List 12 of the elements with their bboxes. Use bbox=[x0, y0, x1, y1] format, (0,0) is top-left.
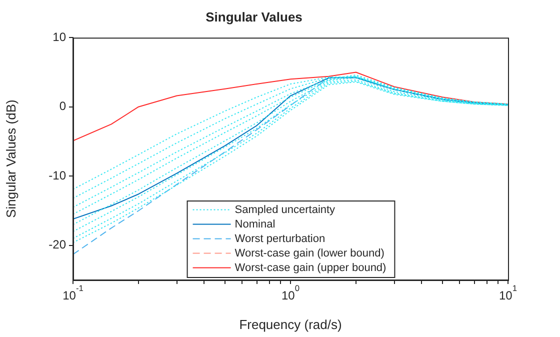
legend-label: Worst perturbation bbox=[234, 232, 326, 245]
legend-label: Worst-case gain (upper bound) bbox=[234, 262, 386, 274]
legend-label: Nominal bbox=[234, 218, 276, 230]
x-axis-title: Frequency (rad/s) bbox=[239, 316, 342, 332]
legend-label: Sampled uncertainty bbox=[234, 204, 336, 216]
y-tick-label: -20 bbox=[48, 238, 66, 252]
y-tick-label: 0 bbox=[59, 99, 66, 114]
y-tick-label: 10 bbox=[52, 30, 66, 44]
y-tick-label: -10 bbox=[48, 168, 66, 182]
y-axis-title: Singular Values (dB) bbox=[3, 100, 18, 218]
chart-title: Singular Values bbox=[206, 9, 302, 24]
legend-label: Worst-case gain (lower bound) bbox=[234, 247, 384, 260]
